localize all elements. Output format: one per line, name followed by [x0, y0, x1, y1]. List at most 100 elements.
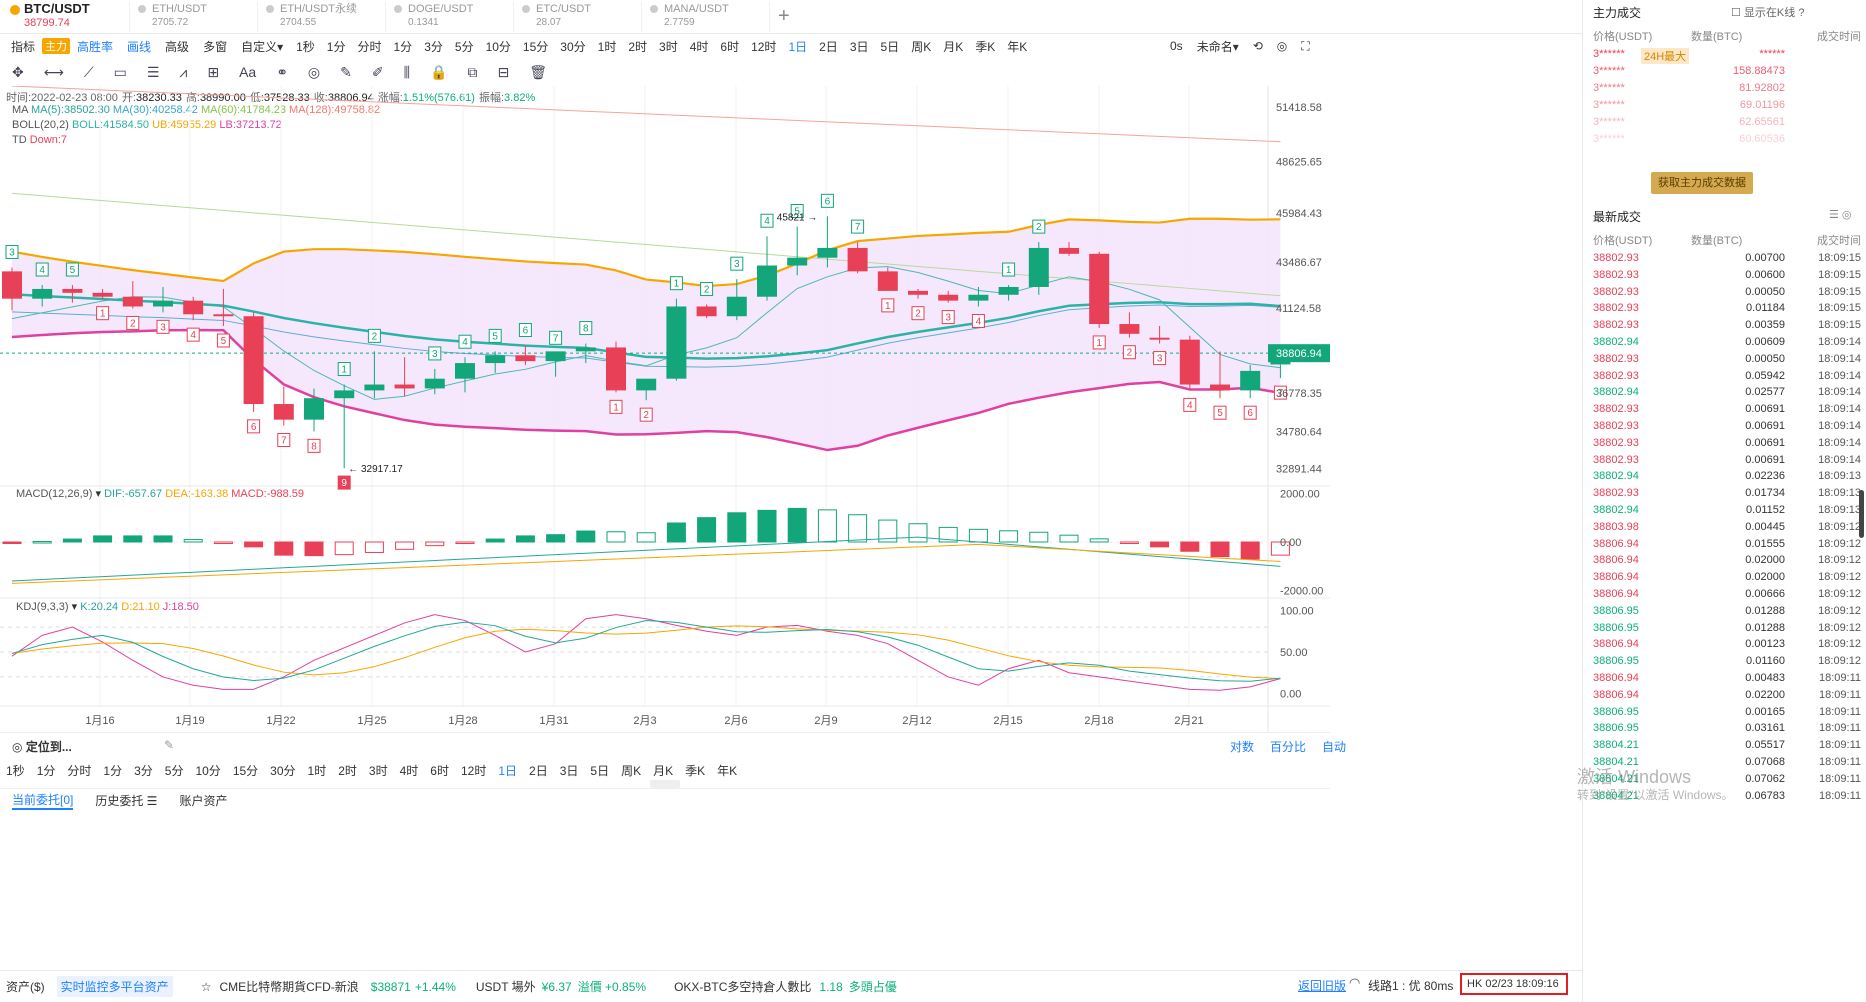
draw-tool-icon[interactable]: 🔒	[430, 63, 448, 80]
interval-button[interactable]: 5日	[590, 763, 610, 778]
interval-button[interactable]: 1分	[393, 39, 413, 54]
interval-button[interactable]: 季K	[685, 763, 706, 778]
interval-button[interactable]: 5分	[454, 39, 474, 54]
toolbar-item[interactable]: 画线	[127, 39, 152, 54]
scale-option[interactable]: 自动	[1322, 740, 1347, 754]
toolbar-item[interactable]: 高级	[165, 39, 190, 54]
interval-button[interactable]: 1分	[326, 39, 346, 54]
draw-tool-icon[interactable]: ⧉	[467, 63, 478, 80]
toolbar-icon[interactable]: ◎	[1276, 39, 1288, 53]
line-status[interactable]: 线路1 : 优 80ms	[1368, 979, 1454, 993]
interval-button[interactable]: 分时	[357, 39, 382, 54]
interval-button[interactable]: 12时	[751, 39, 777, 54]
interval-button[interactable]: 30分	[560, 39, 586, 54]
symbol-tab[interactable]: MANA/USDT 2.7759	[648, 2, 770, 32]
interval-button[interactable]: 1秒	[296, 39, 315, 54]
scale-option[interactable]: 百分比	[1270, 740, 1307, 754]
order-tab[interactable]: 当前委托[0]	[12, 791, 74, 810]
interval-button[interactable]: 1秒	[6, 763, 25, 778]
symbol-tab[interactable]: ETH/USDT 2705.72	[136, 2, 258, 32]
interval-button[interactable]: 2日	[819, 39, 838, 54]
add-tab-button[interactable]: +	[778, 5, 790, 27]
fetch-main-trades-button[interactable]: 获取主力成交数据	[1651, 172, 1753, 194]
interval-button[interactable]: 10分	[485, 39, 511, 54]
collapse-handle[interactable]	[650, 780, 680, 788]
toolbar-item[interactable]: 主力	[42, 38, 71, 54]
interval-button[interactable]: 3分	[424, 39, 443, 54]
draw-tool-icon[interactable]: ▭	[113, 63, 127, 80]
interval-button[interactable]: 1时	[597, 39, 617, 54]
draw-tool-icon[interactable]: ⩘	[179, 63, 188, 80]
draw-tool-icon[interactable]: 🗑	[529, 63, 548, 80]
interval-button[interactable]: 6时	[430, 763, 449, 778]
toolbar-icon[interactable]: ⟲	[1252, 39, 1263, 53]
interval-button[interactable]: 4时	[689, 39, 709, 54]
interval-button[interactable]: 3日	[849, 39, 869, 54]
symbol-tab[interactable]: ETH/USDT永续 2704.55	[264, 2, 386, 32]
interval-button[interactable]: 1时	[307, 763, 327, 778]
draw-tool-icon[interactable]: ⊞	[207, 63, 220, 80]
interval-button[interactable]: 5日	[880, 39, 900, 54]
toolbar-right-item[interactable]: 未命名▾	[1196, 39, 1239, 54]
interval-button[interactable]: 年K	[717, 763, 738, 778]
interval-button[interactable]: 6时	[720, 39, 740, 54]
interval-button[interactable]: 30分	[270, 763, 296, 778]
order-tab[interactable]: 历史委托 ☰	[95, 794, 158, 808]
interval-button[interactable]: 2时	[338, 763, 357, 778]
interval-button[interactable]: 3分	[134, 763, 153, 778]
interval-button[interactable]: 3日	[559, 763, 579, 778]
draw-tool-icon[interactable]: ⚭	[276, 63, 288, 80]
interval-button[interactable]: 1分	[103, 763, 123, 778]
interval-button[interactable]: 1分	[36, 763, 56, 778]
toolbar-item[interactable]: 多窗	[203, 39, 228, 54]
locate-button[interactable]: ◎ 定位到...	[12, 740, 72, 754]
draw-tool-icon[interactable]: Aa	[239, 64, 257, 80]
interval-button[interactable]: 3时	[368, 763, 388, 778]
interval-button[interactable]: 15分	[232, 763, 259, 778]
interval-button[interactable]: 4时	[399, 763, 419, 778]
interval-button[interactable]: 月K	[943, 39, 964, 54]
draw-tool-icon[interactable]: ⫼	[403, 63, 411, 80]
order-tab[interactable]: 账户资产	[179, 794, 228, 808]
draw-tool-icon[interactable]: ⟋	[83, 63, 94, 80]
interval-button[interactable]: 10分	[195, 763, 221, 778]
toolbar-item[interactable]: 自定义▾	[241, 39, 284, 54]
interval-button[interactable]: 3时	[659, 39, 678, 54]
draw-tool-icon[interactable]: ✎	[340, 63, 352, 80]
interval-button[interactable]: 月K	[653, 763, 674, 778]
show-in-k-toggle[interactable]: ☐ 显示在K线 ?	[1731, 7, 1805, 19]
draw-tool-icon[interactable]: ⟷	[43, 63, 64, 80]
monitor-button[interactable]: 实时监控多平台资产	[56, 976, 173, 997]
list-icon[interactable]: ☰ ◎	[1829, 209, 1852, 221]
interval-button[interactable]: 年K	[1007, 39, 1028, 54]
interval-button[interactable]: 15分	[522, 39, 549, 54]
symbol-tab[interactable]: DOGE/USDT 0.1341	[392, 2, 514, 32]
interval-button[interactable]: 周K	[911, 39, 932, 54]
interval-button[interactable]: 12时	[460, 763, 487, 778]
help-icon[interactable]: ?	[1798, 7, 1805, 19]
toolbar-right-item[interactable]: 0s	[1170, 39, 1183, 53]
interval-button[interactable]: 1日	[498, 763, 518, 778]
interval-button[interactable]: 2时	[628, 39, 648, 54]
interval-button[interactable]: 5分	[164, 763, 184, 778]
symbol-tab[interactable]: BTC/USDT 38799.74	[8, 2, 130, 32]
draw-tool-icon[interactable]: ◎	[307, 63, 321, 80]
interval-button[interactable]: 分时	[67, 763, 92, 778]
interval-button[interactable]: 1日	[788, 39, 808, 54]
toolbar-item[interactable]: 高胜率	[77, 39, 114, 54]
draw-tool-icon[interactable]: ✥	[12, 63, 24, 80]
old-version-link[interactable]: 返回旧版	[1298, 979, 1347, 993]
toolbar-item[interactable]: 指标	[11, 39, 36, 54]
draw-tool-icon[interactable]: ☰	[146, 63, 160, 80]
symbol-tab[interactable]: ETC/USDT 28.07	[520, 2, 642, 32]
star-icon[interactable]: ☆	[200, 979, 212, 994]
toolbar-icon[interactable]: ⛶	[1301, 38, 1310, 53]
draw-tool-icon[interactable]: ✐	[371, 63, 384, 80]
edit-icon[interactable]: ✎	[164, 738, 175, 752]
scrollbar[interactable]	[1859, 490, 1864, 538]
interval-button[interactable]: 2日	[529, 763, 548, 778]
scale-option[interactable]: 对数	[1230, 740, 1255, 754]
interval-button[interactable]: 季K	[975, 39, 996, 54]
interval-button[interactable]: 周K	[621, 763, 642, 778]
